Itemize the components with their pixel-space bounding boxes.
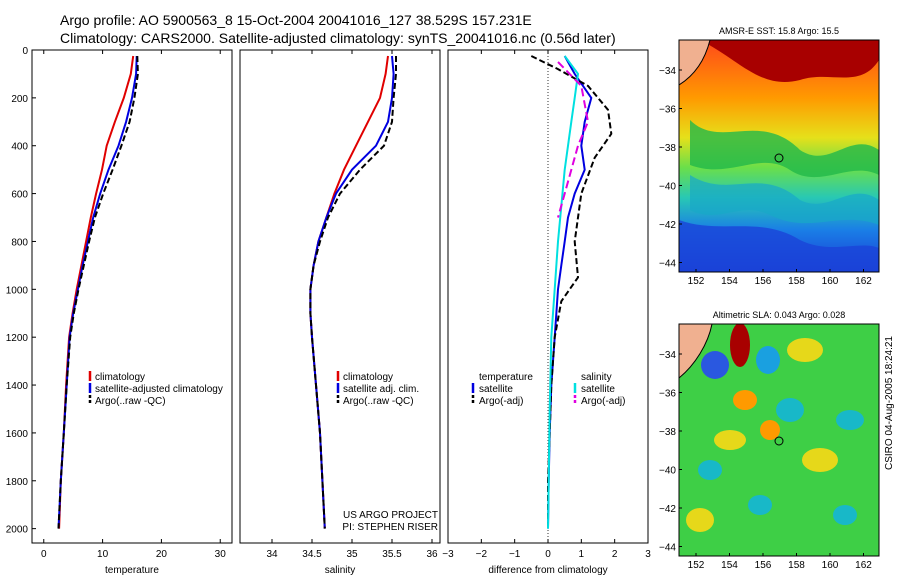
temperature-ytick-label: 400 — [11, 142, 28, 153]
difference-xtick-label: 0 — [545, 549, 551, 560]
project-annotation: US ARGO PROJECT — [343, 510, 438, 521]
salinity-series-argo-raw-qc- — [309, 56, 397, 529]
temperature-ytick-label: 600 — [11, 190, 28, 201]
sst-profile-marker — [774, 153, 784, 163]
map-ytick-label: −44 — [659, 543, 676, 554]
map-ytick-label: −36 — [659, 389, 676, 400]
map-ytick-label: −38 — [659, 427, 676, 438]
salinity-xtick-label: 36 — [426, 549, 438, 560]
temperature-ytick-label: 0 — [22, 46, 28, 57]
difference-right-legend-label: Argo(-adj) — [581, 396, 625, 407]
salinity-legend-label: satellite adj. clim. — [343, 384, 419, 395]
temperature-ytick-label: 1600 — [6, 429, 29, 440]
temperature-ytick-label: 800 — [11, 237, 28, 248]
map-ytick-label: −40 — [659, 466, 676, 477]
map-xtick-label: 152 — [688, 560, 705, 571]
temperature-ytick-label: 2000 — [6, 525, 29, 536]
temperature-ytick-label: 1400 — [6, 381, 29, 392]
sla-map-title: Altimetric SLA: 0.043 Argo: 0.028 — [713, 310, 846, 320]
difference-left-legend-label: Argo(-adj) — [479, 396, 523, 407]
sst-map-title: AMSR-E SST: 15.8 Argo: 15.5 — [719, 26, 839, 36]
sst-map — [679, 40, 879, 272]
salinity-xlabel: salinity — [325, 565, 356, 576]
temperature-xtick-label: 30 — [215, 549, 227, 560]
temperature-xtick-label: 0 — [41, 549, 47, 560]
map-xtick-label: 160 — [822, 560, 839, 571]
salinity-series-satellite-adj-clim- — [309, 55, 395, 529]
difference-xtick-label: −2 — [476, 549, 488, 560]
map-ytick-label: −42 — [659, 220, 676, 231]
map-xtick-label: 160 — [822, 276, 839, 287]
temperature-xtick-label: 20 — [156, 549, 168, 560]
salinity-panel-frame — [239, 49, 441, 544]
salinity-legend-label: Argo(..raw -QC) — [343, 396, 414, 407]
map-ytick-label: −42 — [659, 504, 676, 515]
difference-xlabel: difference from climatology — [488, 565, 607, 576]
difference-right-legend-label: satellite — [581, 384, 615, 395]
map-xtick-label: 156 — [755, 276, 772, 287]
difference-series-salinity-argo-adj- — [557, 61, 590, 218]
difference-left-legend-label: temperature — [479, 372, 533, 383]
salinity-xtick-label: 34.5 — [302, 549, 322, 560]
difference-right-legend-label: salinity — [581, 372, 612, 383]
difference-xtick-label: 1 — [579, 549, 585, 560]
sla-map-frame — [678, 323, 880, 557]
salinity-legend-label: climatology — [343, 372, 393, 383]
salinity-xtick-label: 35.5 — [382, 549, 402, 560]
difference-xtick-label: 3 — [645, 549, 651, 560]
salinity-xtick-label: 35 — [346, 549, 358, 560]
difference-left-legend-label: satellite — [479, 384, 513, 395]
map-ytick-label: −36 — [659, 105, 676, 116]
map-ytick-label: −34 — [659, 66, 676, 77]
page-subtitle: Climatology: CARS2000. Satellite-adjuste… — [60, 30, 616, 46]
map-xtick-label: 162 — [855, 276, 872, 287]
sla-profile-marker — [774, 436, 784, 446]
temperature-ytick-label: 1000 — [6, 285, 29, 296]
temperature-ytick-label: 1800 — [6, 477, 29, 488]
map-ytick-label: −34 — [659, 350, 676, 361]
timestamp-stamp: CSIRO 04-Aug-2005 18:24:21 — [884, 336, 895, 470]
map-xtick-label: 154 — [721, 276, 738, 287]
pi-annotation: PI: STEPHEN RISER — [342, 522, 438, 533]
sla-map — [679, 324, 879, 556]
map-ytick-label: −44 — [659, 259, 676, 270]
temperature-legend-label: Argo(..raw -QC) — [95, 396, 166, 407]
temperature-xlabel: temperature — [105, 565, 159, 576]
difference-xtick-label: −1 — [509, 549, 521, 560]
page-title: Argo profile: AO 5900563_8 15-Oct-2004 2… — [60, 12, 532, 28]
map-xtick-label: 162 — [855, 560, 872, 571]
map-xtick-label: 154 — [721, 560, 738, 571]
difference-series-salinity-satellite — [547, 55, 580, 529]
temperature-ytick-label: 1200 — [6, 333, 29, 344]
map-xtick-label: 158 — [788, 276, 805, 287]
temperature-legend-label: satellite-adjusted climatology — [95, 384, 223, 395]
map-xtick-label: 156 — [755, 560, 772, 571]
map-ytick-label: −40 — [659, 182, 676, 193]
temperature-series-climatology — [58, 55, 135, 529]
salinity-xtick-label: 34 — [266, 549, 278, 560]
temperature-legend-label: climatology — [95, 372, 145, 383]
temperature-series-satellite-adjusted-climatology — [57, 55, 138, 529]
map-ytick-label: −38 — [659, 143, 676, 154]
temperature-ytick-label: 200 — [11, 94, 28, 105]
difference-xtick-label: 2 — [612, 549, 618, 560]
temperature-xtick-label: 10 — [97, 549, 109, 560]
sst-map-frame — [678, 39, 880, 273]
map-xtick-label: 152 — [688, 276, 705, 287]
temperature-series-argo-raw-qc- — [57, 55, 139, 529]
map-xtick-label: 158 — [788, 560, 805, 571]
difference-xtick-label: −3 — [442, 549, 454, 560]
temperature-panel-frame — [31, 49, 233, 544]
